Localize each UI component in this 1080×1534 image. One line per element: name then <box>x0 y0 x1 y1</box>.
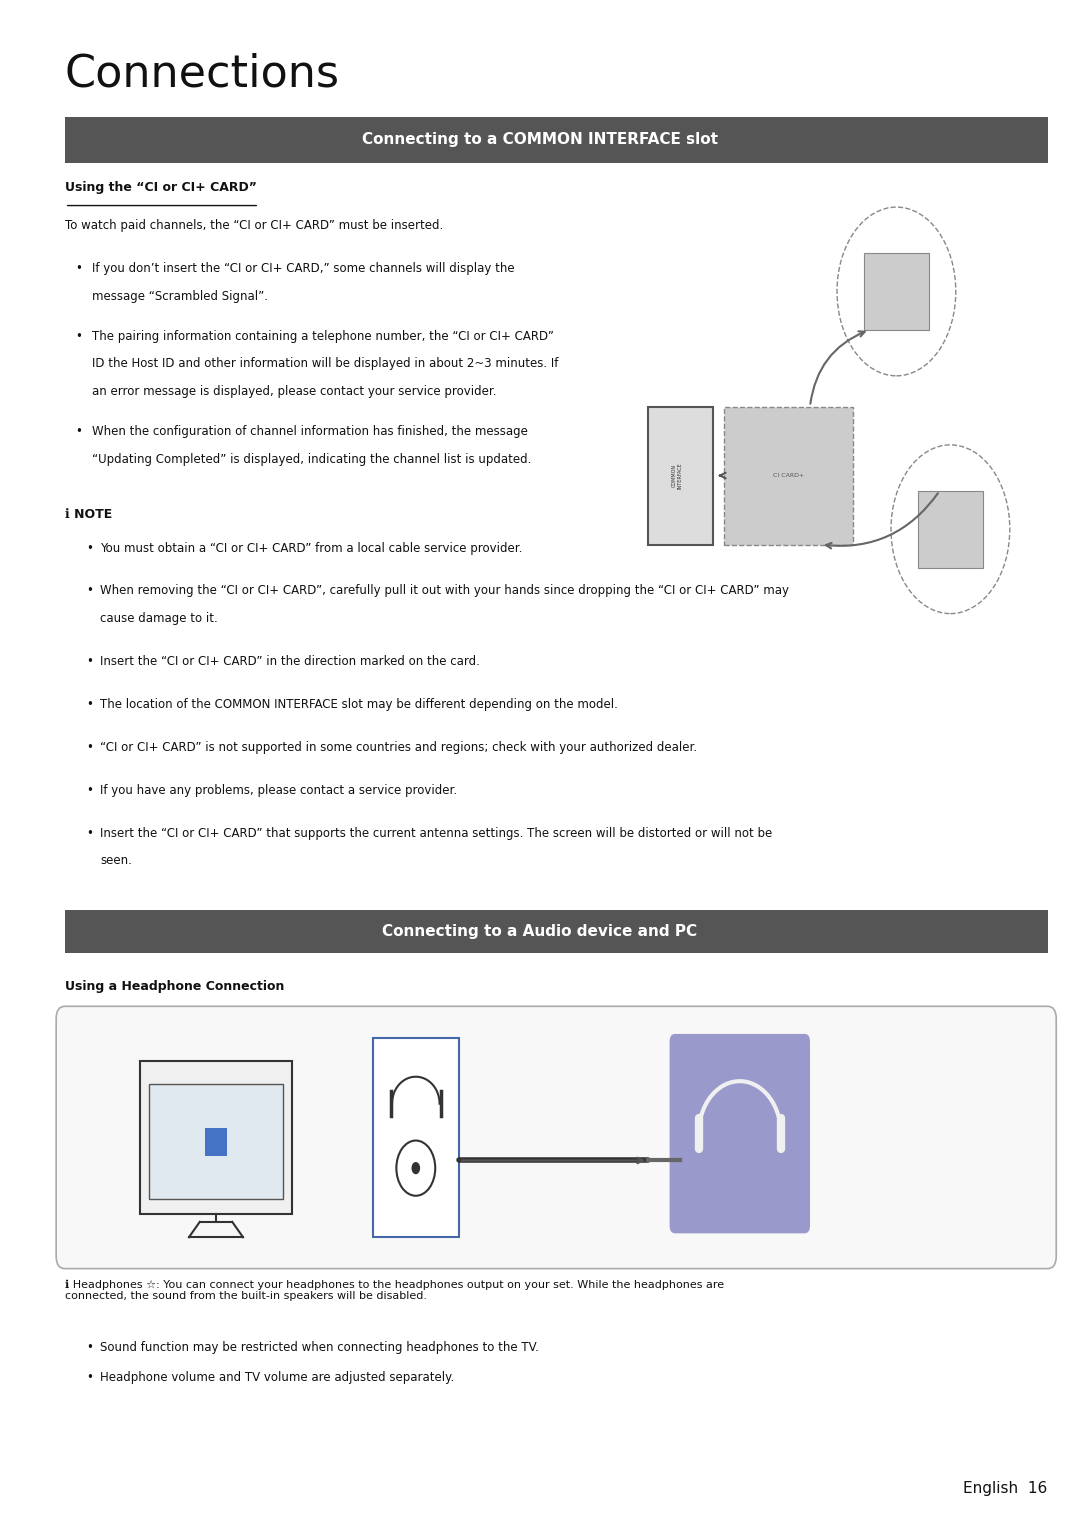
Text: •: • <box>76 330 82 342</box>
Text: If you have any problems, please contact a service provider.: If you have any problems, please contact… <box>100 784 458 796</box>
Text: an error message is displayed, please contact your service provider.: an error message is displayed, please co… <box>92 385 497 397</box>
FancyBboxPatch shape <box>864 253 929 330</box>
Text: You must obtain a “CI or CI+ CARD” from a local cable service provider.: You must obtain a “CI or CI+ CARD” from … <box>100 542 523 554</box>
Text: “Updating Completed” is displayed, indicating the channel list is updated.: “Updating Completed” is displayed, indic… <box>92 453 531 465</box>
FancyBboxPatch shape <box>56 1006 1056 1269</box>
FancyBboxPatch shape <box>65 117 1048 163</box>
Text: Connecting to a Audio device and PC: Connecting to a Audio device and PC <box>382 923 698 939</box>
Text: COMMON
INTERFACE: COMMON INTERFACE <box>672 462 683 489</box>
Text: •: • <box>86 584 93 597</box>
Text: ℹ Headphones ☆: You can connect your headphones to the headphones output on your: ℹ Headphones ☆: You can connect your hea… <box>65 1279 724 1301</box>
Text: “CI or CI+ CARD” is not supported in some countries and regions; check with your: “CI or CI+ CARD” is not supported in som… <box>100 741 698 753</box>
Text: cause damage to it.: cause damage to it. <box>100 612 218 624</box>
FancyBboxPatch shape <box>149 1085 283 1200</box>
Text: Connecting to a COMMON INTERFACE slot: Connecting to a COMMON INTERFACE slot <box>362 132 718 147</box>
Text: Insert the “CI or CI+ CARD” that supports the current antenna settings. The scre: Insert the “CI or CI+ CARD” that support… <box>100 827 772 839</box>
Text: Headphone volume and TV volume are adjusted separately.: Headphone volume and TV volume are adjus… <box>100 1371 455 1384</box>
Circle shape <box>411 1163 420 1175</box>
Text: English  16: English 16 <box>963 1480 1048 1496</box>
Text: •: • <box>86 1371 93 1384</box>
Text: The location of the COMMON INTERFACE slot may be different depending on the mode: The location of the COMMON INTERFACE slo… <box>100 698 619 710</box>
FancyBboxPatch shape <box>205 1129 227 1157</box>
FancyBboxPatch shape <box>140 1062 292 1215</box>
Text: •: • <box>86 784 93 796</box>
Text: message “Scrambled Signal”.: message “Scrambled Signal”. <box>92 290 268 302</box>
FancyBboxPatch shape <box>918 491 983 568</box>
Text: The pairing information containing a telephone number, the “CI or CI+ CARD”: The pairing information containing a tel… <box>92 330 554 342</box>
FancyBboxPatch shape <box>648 407 713 545</box>
FancyBboxPatch shape <box>65 910 1048 953</box>
Text: •: • <box>86 1341 93 1353</box>
Text: Using the “CI or CI+ CARD”: Using the “CI or CI+ CARD” <box>65 181 257 193</box>
Text: •: • <box>86 655 93 667</box>
Text: Connections: Connections <box>65 52 340 95</box>
Text: To watch paid channels, the “CI or CI+ CARD” must be inserted.: To watch paid channels, the “CI or CI+ C… <box>65 219 443 232</box>
Text: seen.: seen. <box>100 854 133 867</box>
Text: If you don’t insert the “CI or CI+ CARD,” some channels will display the: If you don’t insert the “CI or CI+ CARD,… <box>92 262 514 275</box>
Text: When removing the “CI or CI+ CARD”, carefully pull it out with your hands since : When removing the “CI or CI+ CARD”, care… <box>100 584 789 597</box>
FancyBboxPatch shape <box>724 407 853 545</box>
Text: •: • <box>86 827 93 839</box>
Text: ID the Host ID and other information will be displayed in about 2~3 minutes. If: ID the Host ID and other information wil… <box>92 357 558 370</box>
Text: Sound function may be restricted when connecting headphones to the TV.: Sound function may be restricted when co… <box>100 1341 539 1353</box>
FancyBboxPatch shape <box>373 1039 459 1238</box>
Text: •: • <box>86 542 93 554</box>
Text: •: • <box>86 698 93 710</box>
Text: •: • <box>76 262 82 275</box>
Text: •: • <box>76 425 82 437</box>
Text: •: • <box>86 741 93 753</box>
Text: Using a Headphone Connection: Using a Headphone Connection <box>65 980 284 992</box>
Text: Insert the “CI or CI+ CARD” in the direction marked on the card.: Insert the “CI or CI+ CARD” in the direc… <box>100 655 481 667</box>
Text: When the configuration of channel information has finished, the message: When the configuration of channel inform… <box>92 425 528 437</box>
Text: ℹ NOTE: ℹ NOTE <box>65 508 112 520</box>
FancyBboxPatch shape <box>670 1034 810 1233</box>
Text: CI CARD+: CI CARD+ <box>773 472 804 479</box>
